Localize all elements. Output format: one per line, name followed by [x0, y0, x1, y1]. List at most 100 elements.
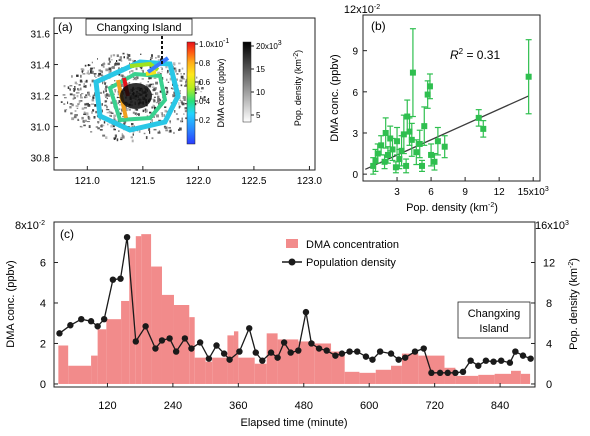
map-texture-cell: [104, 104, 107, 107]
map-texture-cell: [150, 57, 153, 59]
map-texture-cell: [155, 81, 158, 85]
scatter-point: [409, 69, 416, 76]
map-texture-cell: [127, 54, 131, 57]
dma-bar: [141, 234, 152, 384]
map-texture-cell: [107, 62, 111, 65]
scatter-point: [381, 158, 388, 165]
map-texture-cell: [81, 93, 84, 95]
map-texture-cell: [185, 80, 187, 84]
map-texture-cell: [169, 129, 172, 133]
map-texture-cell: [138, 113, 140, 116]
map-texture-cell: [149, 59, 152, 61]
map-texture-cell: [87, 94, 90, 96]
panel-c-right-axis: 0 4 8 12: [531, 257, 555, 391]
dma-bar: [266, 333, 278, 384]
map-texture-cell: [182, 78, 185, 80]
dma-colorbar: [186, 41, 196, 145]
panel-c-left-axis: 0 2 4 6: [40, 257, 58, 391]
population-point: [420, 345, 427, 352]
map-texture-cell: [149, 111, 152, 114]
map-texture-cell: [74, 110, 77, 112]
pop-colorbar-label: Pop. density (km-2): [293, 50, 303, 126]
map-texture-cell: [167, 81, 170, 83]
population-point: [196, 339, 204, 346]
map-texture-cell: [160, 58, 163, 61]
b-y-tick-label: 9: [352, 47, 358, 58]
map-texture-cell: [163, 114, 166, 117]
population-point: [259, 357, 266, 364]
map-texture-cell: [152, 104, 155, 106]
map-texture-cell: [91, 111, 93, 114]
map-texture-cell: [161, 67, 163, 70]
map-texture-cell: [90, 131, 93, 133]
map-texture-cell: [196, 76, 198, 79]
a-y-tick-label: 31.4: [31, 61, 51, 72]
map-texture-cell: [90, 70, 93, 74]
map-texture-cell: [175, 78, 178, 81]
map-texture-cell: [203, 96, 206, 99]
a-y-tick-label: 31.0: [31, 123, 51, 134]
map-texture-cell: [134, 108, 138, 111]
map-texture-cell: [102, 63, 106, 65]
a-x-tick-label: 123.0: [297, 176, 322, 187]
map-texture-cell: [80, 74, 82, 78]
map-texture-cell: [103, 61, 105, 64]
map-texture-cell: [100, 124, 102, 128]
map-texture-cell: [78, 84, 81, 86]
map-texture-cell: [85, 96, 88, 98]
map-texture-cell: [64, 97, 67, 99]
map-texture-cell: [116, 96, 119, 99]
map-texture-cell: [133, 76, 135, 78]
map-texture-cell: [97, 121, 100, 123]
map-texture-cell: [194, 112, 198, 114]
map-texture-cell: [167, 69, 169, 73]
map-texture-cell: [82, 73, 86, 75]
a-x-tick-label: 122.0: [186, 176, 211, 187]
map-texture-cell: [165, 93, 168, 95]
map-texture-cell: [110, 125, 113, 128]
map-texture-cell: [175, 113, 178, 115]
map-texture-cell: [99, 129, 103, 131]
population-point: [436, 369, 444, 377]
a-y-tick-label: 31.2: [31, 92, 51, 103]
map-texture-cell: [110, 69, 112, 72]
map-texture-cell: [123, 123, 126, 126]
a-y-tick-label: 31.6: [31, 30, 51, 41]
population-point: [302, 308, 310, 316]
panel-c-right-exponent: 16x103: [535, 220, 569, 232]
map-texture-cell: [168, 127, 171, 129]
map-texture-cell: [108, 94, 111, 97]
map-texture-cell: [66, 109, 68, 111]
map-texture-cell: [103, 82, 107, 84]
map-texture-cell: [115, 62, 117, 64]
map-texture-cell: [183, 73, 185, 75]
map-texture-cell: [200, 96, 202, 99]
map-texture-cell: [113, 114, 117, 118]
population-point: [444, 369, 451, 377]
c-x-tick-label: 600: [360, 400, 378, 412]
population-point: [315, 345, 323, 352]
changxing-label-line1: Changxing: [468, 308, 521, 320]
pop-colorbar-ticks: 5 10 15 20x103: [251, 40, 282, 120]
map-texture-cell: [203, 99, 206, 102]
map-texture-cell: [93, 73, 97, 75]
map-texture-cell: [91, 79, 95, 83]
population-point: [467, 357, 474, 364]
map-texture-cell: [100, 124, 103, 128]
map-texture-cell: [122, 52, 125, 55]
map-texture-cell: [110, 101, 113, 104]
map-texture-cell: [100, 74, 103, 77]
map-texture-cell: [74, 86, 76, 88]
urban-core: [120, 83, 152, 109]
map-texture-cell: [73, 115, 77, 119]
map-texture-cell: [77, 119, 80, 121]
map-texture-cell: [134, 77, 137, 79]
map-texture-cell: [92, 71, 94, 75]
population-point: [527, 355, 534, 362]
map-texture-cell: [79, 125, 82, 128]
map-texture-cell: [86, 72, 88, 75]
map-texture-cell: [76, 107, 79, 109]
scatter-point: [426, 83, 433, 90]
scatter-point: [396, 156, 403, 163]
legend-marker-pop: [288, 258, 296, 266]
